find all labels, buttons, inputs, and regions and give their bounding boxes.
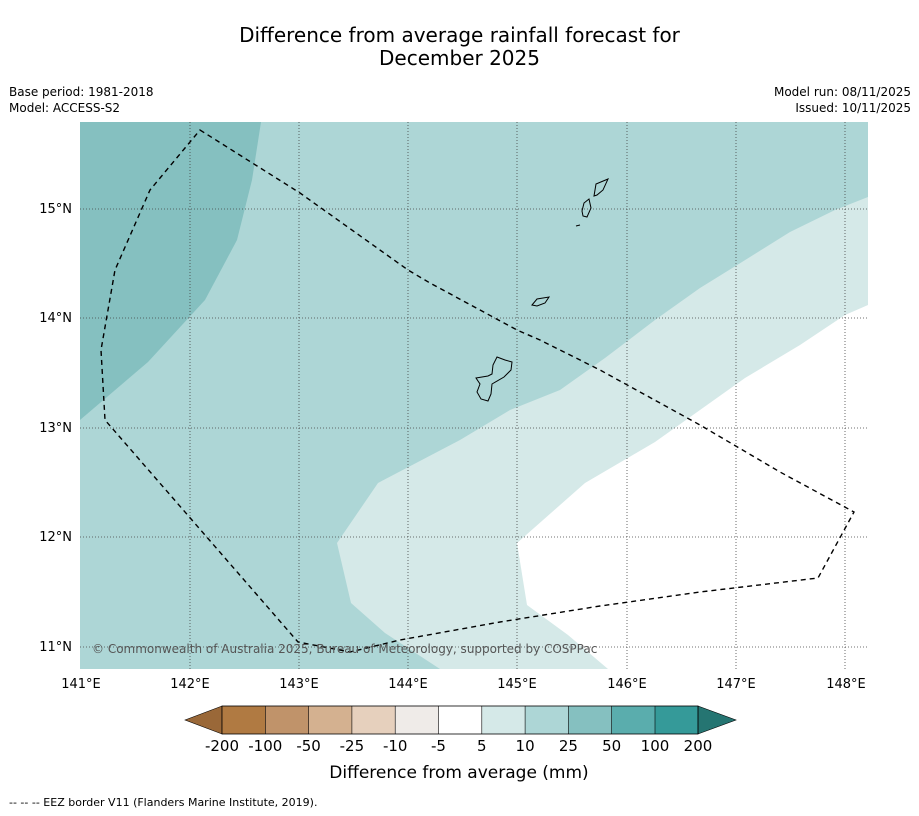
colorbar-swatch: [481, 706, 526, 734]
lat-tick-label: 15°N: [39, 202, 72, 217]
guam-island: [475, 356, 513, 402]
lon-tick-label: 145°E: [497, 677, 537, 692]
colorbar-tick: -100: [248, 737, 282, 755]
lat-tick-label: 13°N: [39, 421, 72, 436]
lon-tick-label: 147°E: [716, 677, 756, 692]
colorbar-tick: 25: [559, 737, 578, 755]
lat-tick-label: 12°N: [39, 530, 72, 545]
lat-tick-label: 14°N: [39, 311, 72, 326]
islands: [475, 178, 609, 402]
colorbar-tick: -50: [296, 737, 321, 755]
base-period: Base period: 1981-2018: [9, 85, 154, 99]
colorbar-swatch: [568, 706, 612, 734]
colorbar-swatch: [308, 706, 352, 734]
colorbar-tick: 50: [602, 737, 621, 755]
zone-neutral: [517, 305, 868, 669]
lon-tick-label: 144°E: [388, 677, 428, 692]
colorbar-swatch: [655, 706, 698, 734]
footer-note: -- -- -- EEZ border V11 (Flanders Marine…: [9, 796, 318, 809]
colorbar-swatch: [611, 706, 655, 734]
colorbar-swatch: [525, 706, 569, 734]
colorbar-extend-low: [184, 705, 223, 735]
colorbar-swatch: [351, 706, 396, 734]
model-name: Model: ACCESS-S2: [9, 101, 121, 115]
colorbar-tick: 100: [641, 737, 670, 755]
colorbar-swatch: [222, 706, 266, 734]
model-run: Model run: 08/11/2025: [773, 85, 911, 99]
colorbar-tick: -25: [340, 737, 365, 755]
lon-tick-label: 143°E: [279, 677, 319, 692]
lon-tick-label: 146°E: [607, 677, 647, 692]
colorbar-swatch: [438, 706, 482, 734]
lat-axis: 15°N 14°N 13°N 12°N 11°N: [39, 202, 72, 655]
lon-axis: 141°E 142°E 143°E 144°E 145°E 146°E 147°…: [61, 677, 866, 692]
zone-50-100: [80, 122, 261, 420]
colorbar-swatch: [395, 706, 439, 734]
saipan-island: [593, 178, 609, 197]
lon-tick-label: 141°E: [61, 677, 101, 692]
colorbar-tick: -200: [205, 737, 239, 755]
colorbar-title: Difference from average (mm): [329, 763, 588, 783]
colorbar-tick: 200: [684, 737, 713, 755]
page-title-line1: Difference from average rainfall forecas…: [239, 23, 680, 47]
colorbar-tick: -10: [383, 737, 408, 755]
tinian-island: [581, 198, 592, 218]
rainfall-map: [80, 122, 868, 669]
graticule: [80, 122, 868, 669]
issued-date: Issued: 10/11/2025: [795, 101, 911, 115]
colorbar-tick: 10: [516, 737, 535, 755]
colorbar: -200 -100 -50 -25 -10 -5 5 10 25 50 100 …: [184, 705, 737, 783]
lon-tick-label: 148°E: [826, 677, 866, 692]
page-title-line2: December 2025: [379, 46, 540, 70]
colorbar-tick: -5: [431, 737, 446, 755]
eez-border: [100, 129, 855, 653]
lon-tick-label: 142°E: [170, 677, 210, 692]
lat-tick-label: 11°N: [39, 640, 72, 655]
rota-island: [531, 296, 551, 307]
colorbar-extend-high: [697, 705, 737, 735]
colorbar-swatch: [265, 706, 309, 734]
colorbar-tick: 5: [477, 737, 487, 755]
copyright-text: © Commonwealth of Australia 2025, Bureau…: [92, 642, 597, 656]
aguijan-island: [575, 224, 581, 227]
